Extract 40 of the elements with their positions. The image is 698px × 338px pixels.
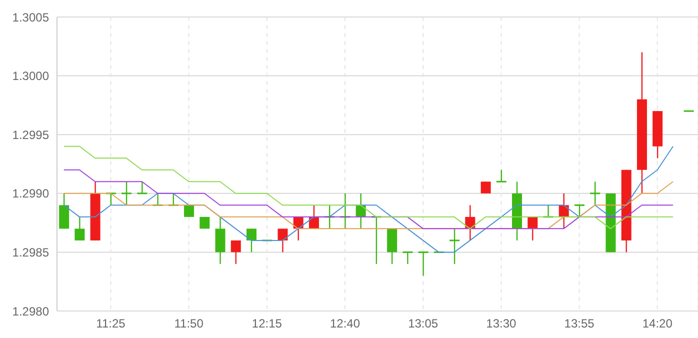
candlestick: [152, 192, 164, 206]
candlestick: [246, 228, 256, 253]
x-tick-label: 13:30: [486, 316, 517, 331]
candlestick: [278, 228, 288, 253]
candlestick: [105, 192, 117, 206]
candlestick: [418, 251, 430, 276]
line-series: [63, 169, 674, 230]
candlestick: [402, 251, 414, 265]
y-tick-label: 1.3000: [12, 69, 50, 84]
candlestick: [59, 192, 70, 230]
candlestick: [558, 192, 569, 230]
candlestick: [230, 240, 241, 265]
candlestick: [370, 216, 382, 265]
y-tick-label: 1.2990: [12, 186, 50, 201]
candlestick: [574, 204, 586, 218]
y-tick-label: 1.2980: [12, 304, 50, 318]
candlestick: [120, 181, 132, 206]
candlestick: [542, 204, 554, 218]
y-tick-label: 1.3005: [12, 10, 50, 24]
candlestick: [136, 181, 148, 194]
candlestick: [324, 204, 336, 230]
y-tick-label: 1.2985: [12, 245, 50, 260]
candlestick: [480, 181, 491, 194]
candlestick: [339, 192, 351, 230]
candlestick: [387, 228, 398, 265]
x-tick-label: 12:15: [252, 316, 282, 331]
candlestick: [168, 192, 180, 206]
candlestick: [448, 228, 460, 265]
candlestick: [215, 216, 226, 265]
candlestick: [74, 216, 85, 242]
candlestick: [589, 181, 601, 206]
x-tick-label: 12:40: [330, 316, 360, 331]
y-tick-label: 1.2995: [12, 128, 50, 142]
x-tick-label: 13:55: [564, 316, 595, 331]
x-tick-label: 11:25: [96, 316, 126, 331]
x-tick-label: 14:20: [642, 316, 673, 331]
x-tick-label: 13:05: [408, 316, 438, 331]
line-series: [63, 146, 674, 230]
x-tick-label: 11:50: [174, 316, 204, 331]
candlestick: [496, 169, 508, 182]
